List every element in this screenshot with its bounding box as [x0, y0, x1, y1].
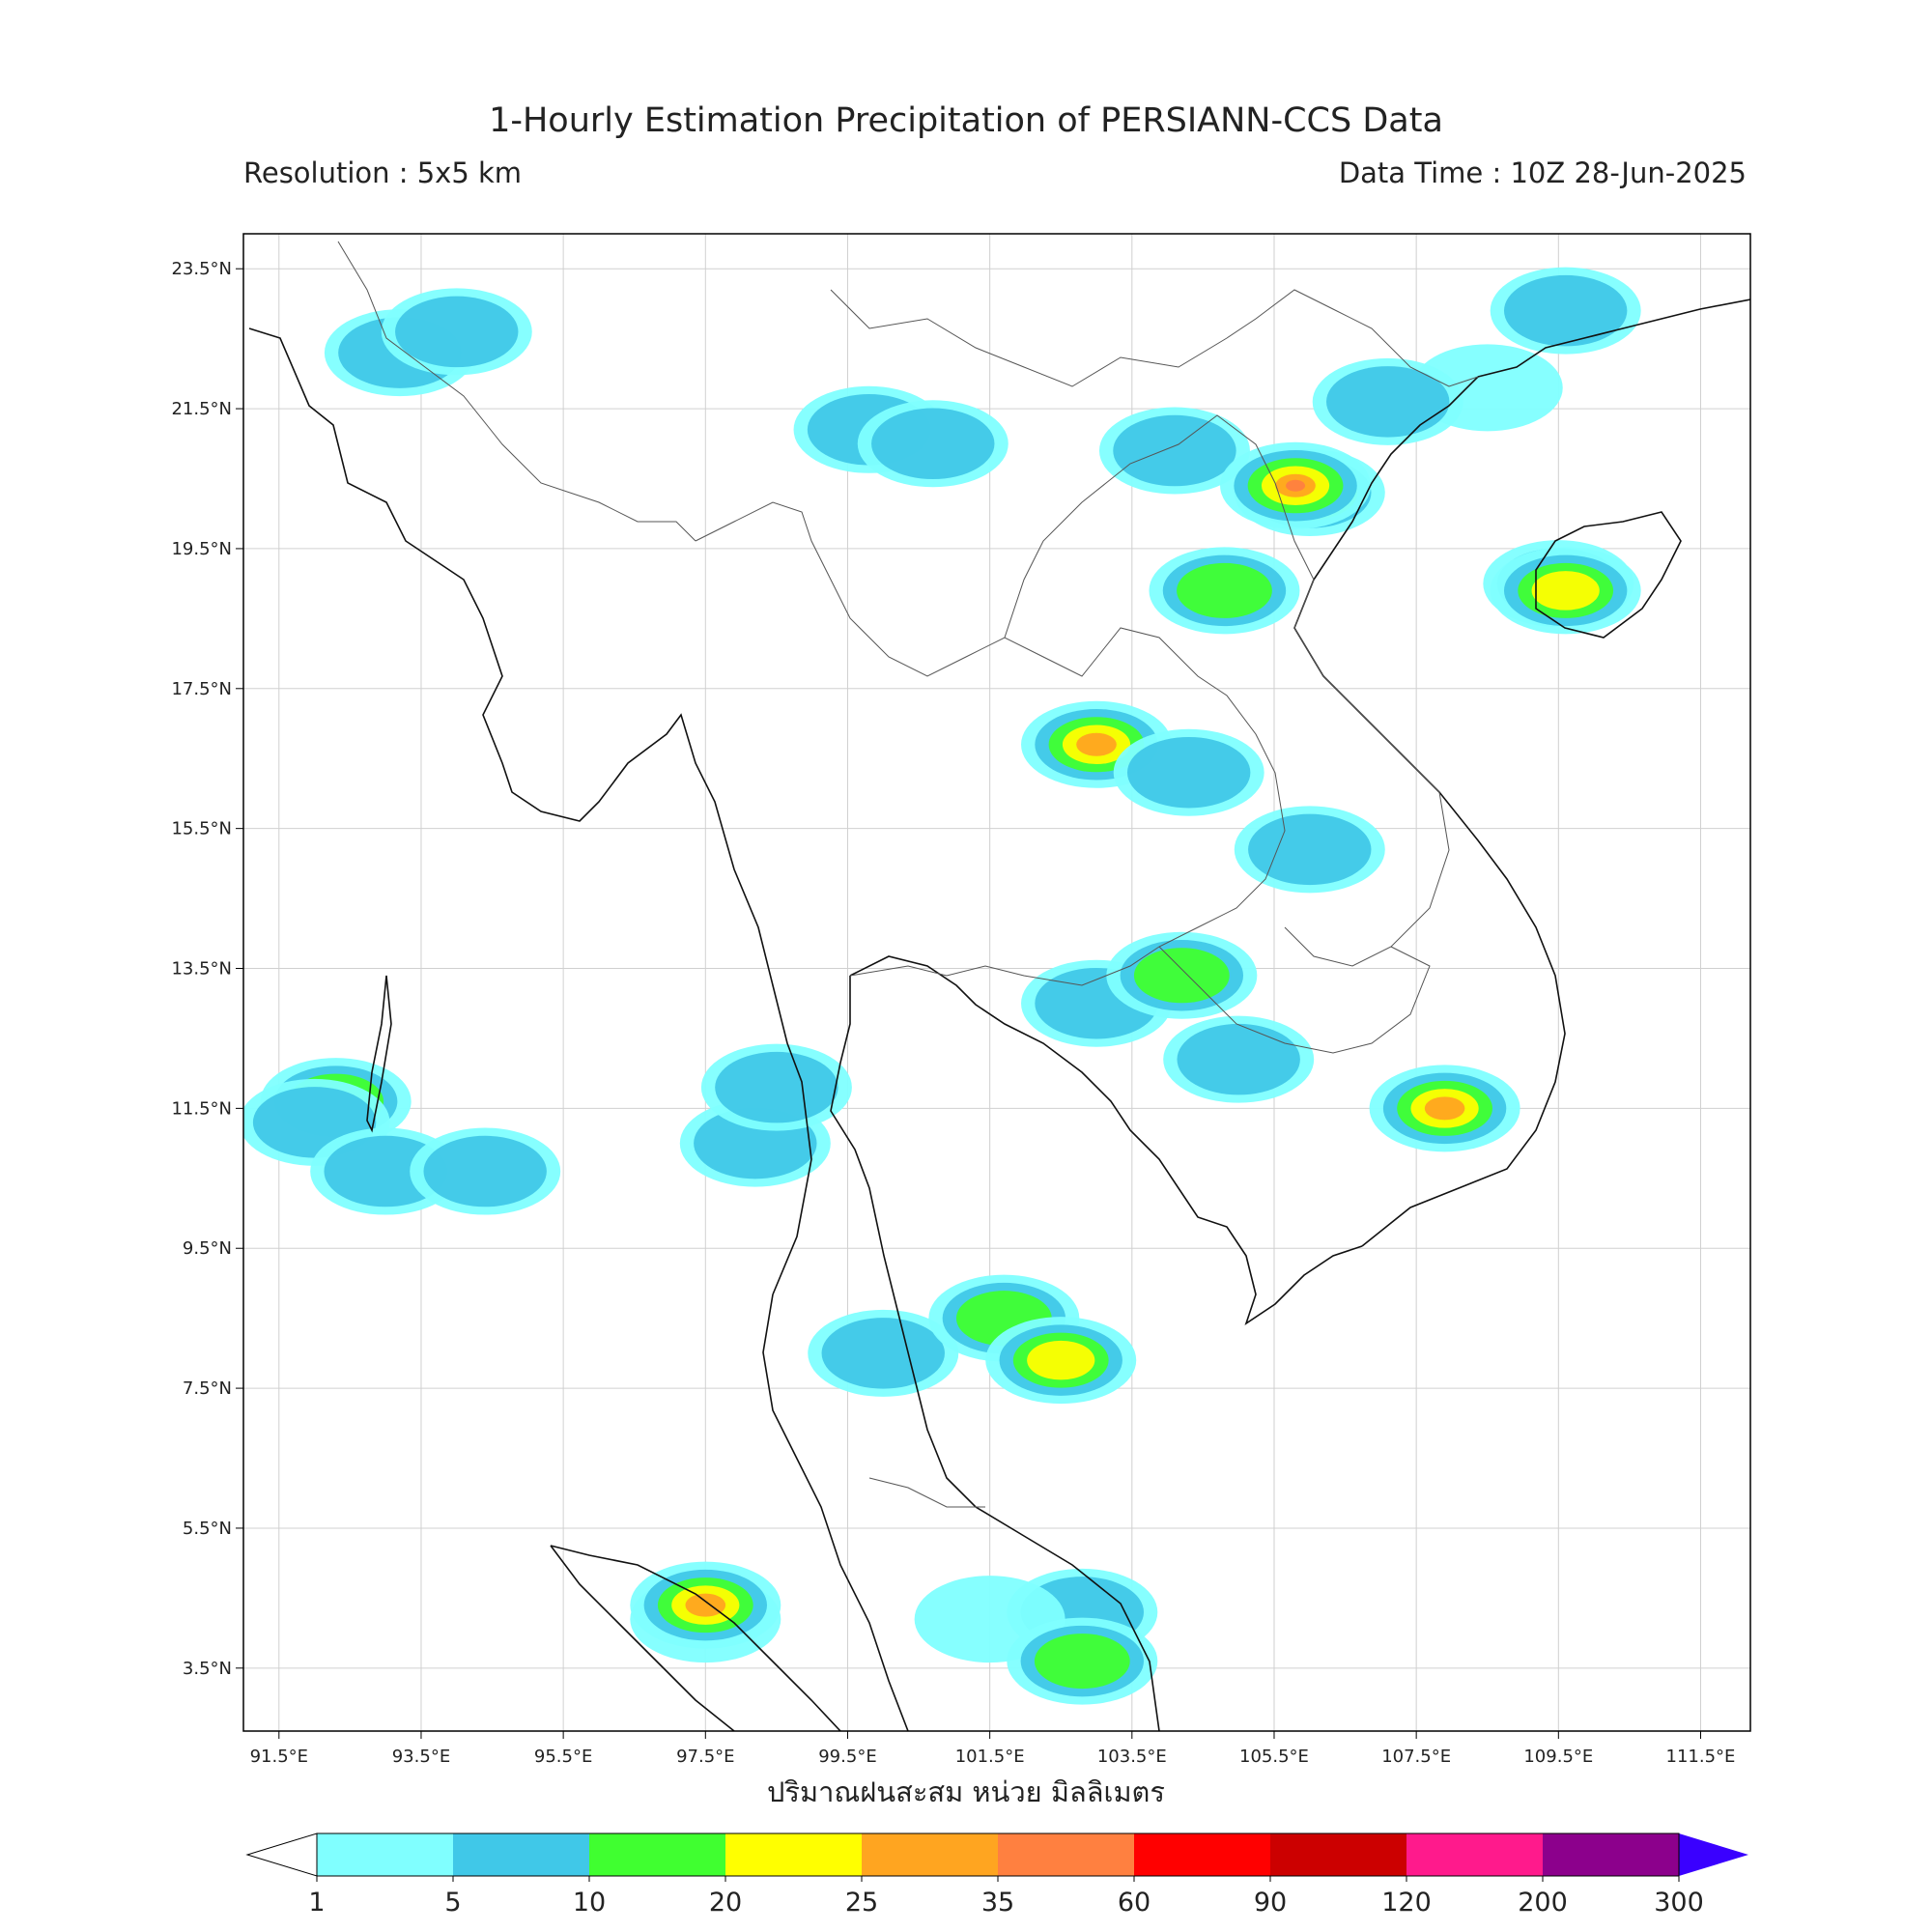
lon-tick-label: 107.5°E [1381, 1747, 1451, 1767]
colorbar-segment [1134, 1833, 1270, 1876]
lon-tick-label: 93.5°E [392, 1747, 450, 1767]
colorbar-tick-label: 10 [573, 1888, 606, 1918]
lon-tick-label: 105.5°E [1239, 1747, 1309, 1767]
china-vietnam-border [830, 289, 1479, 387]
longitude-ticks: 91.5°E 93.5°E 95.5°E 97.5°E 99.5°E 101.5°E 103… [250, 1731, 1736, 1767]
map-area [243, 234, 1750, 1731]
rain-cell [1177, 562, 1272, 618]
lon-tick-label: 91.5°E [250, 1747, 308, 1767]
colorbar-tick-label: 200 [1518, 1888, 1568, 1918]
colorbar: 1 5 10 20 25 35 60 90 120 200 300 [245, 1833, 1748, 1918]
colorbar-segment [725, 1833, 862, 1876]
colorbar-segment [317, 1833, 453, 1876]
lat-tick-label: 17.5°N [171, 679, 232, 699]
rain-cell [1248, 813, 1372, 886]
colorbar-tick-label: 20 [709, 1888, 742, 1918]
lat-tick-label: 11.5°N [171, 1098, 232, 1119]
colorbar-segment [862, 1833, 998, 1876]
sumatra-coastline [550, 1545, 735, 1731]
rain-cell [1326, 366, 1450, 438]
graticule [243, 234, 1750, 1731]
colorbar-tick-label: 1 [308, 1888, 325, 1918]
colorbar-segment [1270, 1833, 1406, 1876]
colorbar-tick-label: 25 [845, 1888, 878, 1918]
gulf-coastline [849, 955, 1363, 1325]
sumatra-east-coastline [550, 1545, 841, 1731]
lon-tick-label: 99.5°E [818, 1747, 876, 1767]
colorbar-tick-label: 35 [981, 1888, 1014, 1918]
rain-cell [1076, 732, 1117, 756]
peninsula-coastline [830, 976, 1160, 1731]
lon-tick-label: 103.5°E [1097, 1747, 1167, 1767]
rain-cell [1034, 1634, 1130, 1690]
colorbar-tick-label: 120 [1381, 1888, 1432, 1918]
lon-tick-label: 111.5°E [1666, 1747, 1736, 1767]
colorbar-title: ปริมาณฝนสะสม หน่วย มิลลิเมตร [767, 1776, 1165, 1808]
lon-tick-label: 95.5°E [534, 1747, 592, 1767]
china-coastline [1477, 298, 1750, 378]
lat-tick-label: 9.5°N [183, 1238, 232, 1259]
colorbar-segment [998, 1833, 1134, 1876]
lat-tick-label: 5.5°N [183, 1519, 232, 1539]
rain-cell [1503, 274, 1628, 347]
precipitation-layer [243, 267, 1641, 1705]
rain-cell [1177, 1023, 1300, 1095]
lat-tick-label: 21.5°N [171, 399, 232, 419]
rain-cell [1286, 479, 1306, 492]
colorbar-segment [1543, 1833, 1679, 1876]
lat-tick-label: 19.5°N [171, 539, 232, 559]
rain-cell [1133, 948, 1230, 1004]
myanmar-china-border [337, 241, 696, 542]
colorbar-segment [1406, 1833, 1543, 1876]
latitude-ticks: 23.5°N 21.5°N 19.5°N 17.5°N 15.5°N 13.5°N 11.5… [171, 259, 243, 1679]
rain-cell [423, 1135, 547, 1208]
colorbar-low-extension [245, 1833, 318, 1877]
lat-tick-label: 3.5°N [183, 1659, 232, 1679]
colorbar-segment [453, 1833, 589, 1876]
thailand-border [695, 501, 1286, 986]
lat-tick-label: 23.5°N [171, 259, 232, 279]
rain-cell [1424, 1096, 1465, 1121]
rain-cell [715, 1051, 838, 1123]
rain-cell [1531, 571, 1600, 611]
country-borders [337, 241, 1479, 1508]
colorbar-tick-label: 90 [1254, 1888, 1287, 1918]
coastlines [248, 298, 1750, 1731]
lat-tick-label: 15.5°N [171, 819, 232, 839]
colorbar-high-extension [1679, 1833, 1748, 1876]
rain-cell [821, 1318, 945, 1389]
map-frame [242, 233, 1751, 1732]
lat-tick-label: 7.5°N [183, 1378, 232, 1399]
west-peninsula-coastline [762, 1293, 909, 1731]
colorbar-tick-label: 300 [1654, 1888, 1704, 1918]
lon-tick-label: 101.5°E [955, 1747, 1025, 1767]
chart-title: 1-Hourly Estimation Precipitation of PER… [489, 101, 1443, 140]
rain-cell [1113, 414, 1236, 487]
lat-tick-label: 13.5°N [171, 959, 232, 980]
colorbar-tick-label: 5 [444, 1888, 461, 1918]
rain-cell [395, 296, 519, 368]
laos-border [1004, 414, 1450, 967]
lon-tick-label: 97.5°E [676, 1747, 734, 1767]
data-time-label: Data Time : 10Z 28-Jun-2025 [1338, 156, 1747, 189]
rain-cell [685, 1593, 726, 1617]
lon-tick-label: 109.5°E [1523, 1747, 1593, 1767]
hainan-island [1535, 511, 1682, 639]
colorbar-tick-label: 60 [1118, 1888, 1151, 1918]
rain-cell [871, 408, 995, 480]
colorbar-segment [589, 1833, 725, 1876]
andaman-islands [366, 975, 392, 1133]
resolution-label: Resolution : 5x5 km [243, 156, 523, 189]
malaysia-border [868, 1477, 985, 1508]
rain-cell [1027, 1340, 1095, 1380]
cambodia-border [1158, 946, 1431, 1054]
rain-cell [1126, 736, 1251, 809]
myanmar-coastline [248, 327, 812, 1295]
